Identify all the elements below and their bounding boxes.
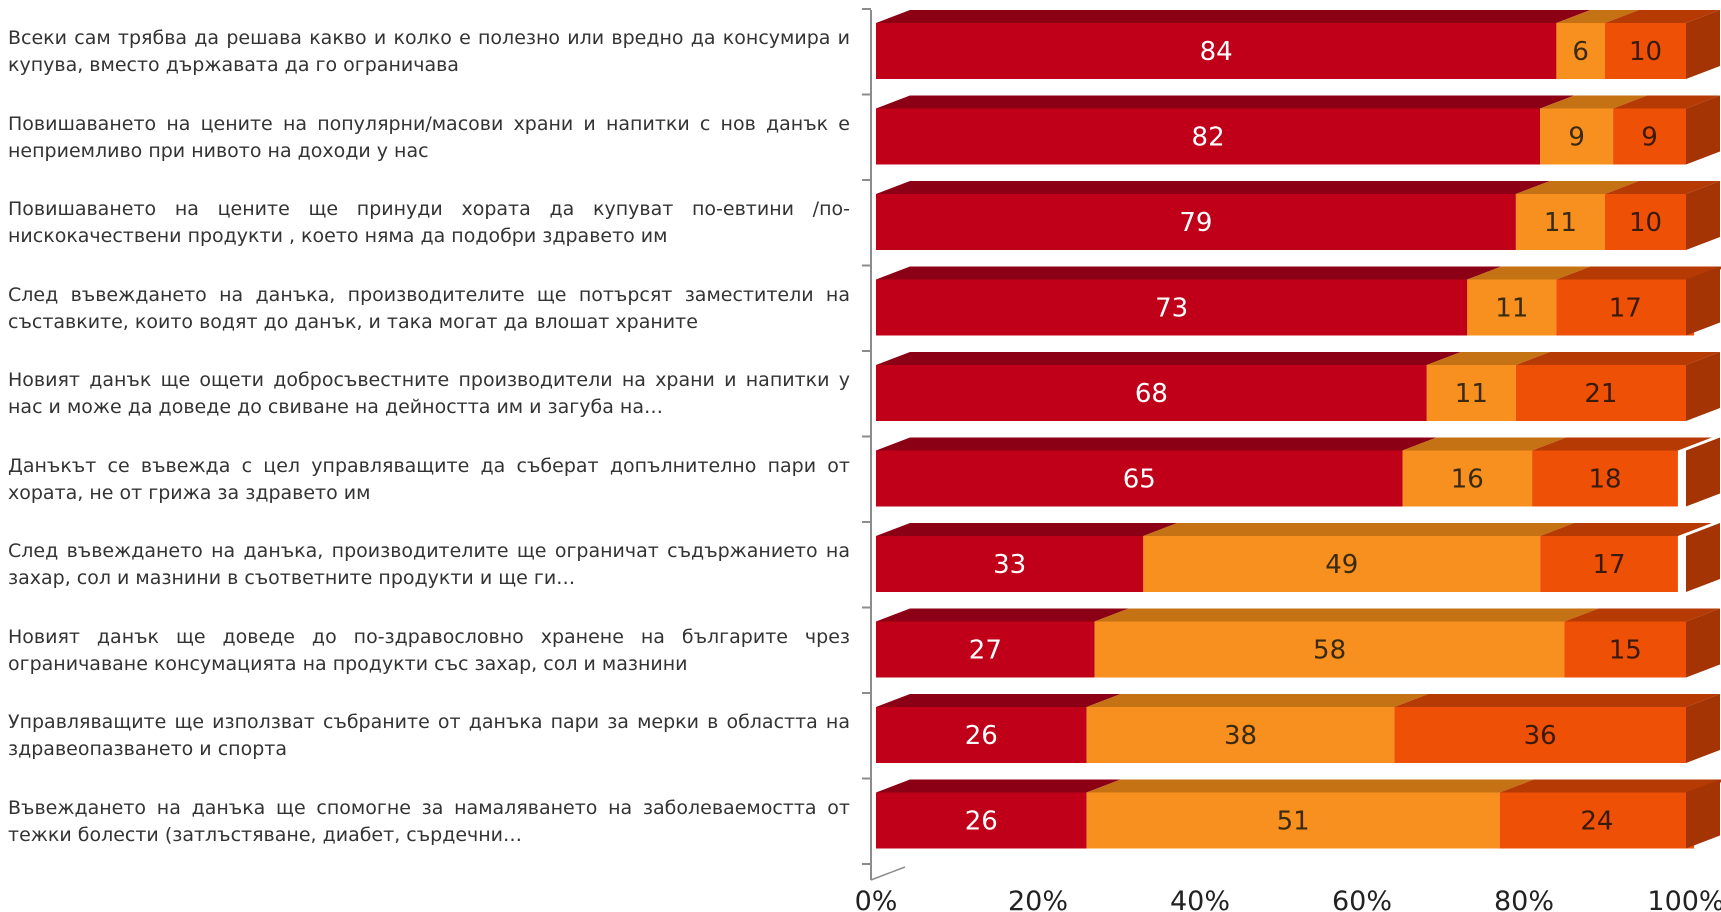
bar-side-face: [1686, 438, 1720, 507]
bar-value-label: 51: [1277, 807, 1310, 837]
bar-value-label: 11: [1455, 379, 1488, 409]
bar-value-label: 26: [965, 807, 998, 837]
bar-value-label: 10: [1629, 37, 1662, 67]
floor-edge: [871, 867, 905, 880]
bar-value-label: 38: [1224, 721, 1257, 751]
bar-side-face: [1686, 523, 1720, 592]
bar-top-face: [1394, 694, 1720, 707]
bar-value-label: 10: [1629, 208, 1662, 238]
x-tick-label: 0%: [855, 886, 898, 912]
bar-value-label: 16: [1451, 465, 1484, 495]
bar-top-face: [876, 96, 1574, 109]
bar-value-label: 58: [1313, 636, 1346, 666]
bar-value-label: 68: [1135, 379, 1168, 409]
bar-top-face: [1095, 609, 1599, 622]
bar-value-label: 21: [1584, 379, 1617, 409]
bar-value-label: 17: [1593, 550, 1626, 580]
bar-value-label: 73: [1155, 294, 1188, 324]
x-tick-label: 80%: [1494, 886, 1554, 912]
x-tick-label: 100%: [1647, 886, 1721, 912]
bar-top-face: [1087, 694, 1429, 707]
bar-value-label: 9: [1641, 123, 1658, 153]
bar-value-label: 27: [969, 636, 1002, 666]
bar-value-label: 36: [1524, 721, 1557, 751]
bar-value-label: 24: [1580, 807, 1613, 837]
x-tick-label: 60%: [1332, 886, 1392, 912]
bar-top-face: [1500, 780, 1721, 793]
bar-top-face: [1087, 780, 1534, 793]
bar-value-label: 33: [993, 550, 1026, 580]
bar-top-face: [876, 780, 1121, 793]
bar-value-label: 79: [1179, 208, 1212, 238]
bar-value-label: 82: [1192, 123, 1225, 153]
bar-top-face: [876, 267, 1501, 280]
bar-top-face: [1143, 523, 1574, 536]
bar-value-label: 11: [1495, 294, 1528, 324]
bar-top-face: [876, 694, 1121, 707]
bar-top-face: [876, 438, 1437, 451]
bar-top-face: [1516, 352, 1720, 365]
bar-top-face: [876, 523, 1177, 536]
bar-top-face: [876, 181, 1550, 194]
bar-top-face: [876, 609, 1129, 622]
bar-value-label: 26: [965, 721, 998, 751]
bar-value-label: 17: [1609, 294, 1642, 324]
x-tick-label: 20%: [1008, 886, 1068, 912]
bar-value-label: 49: [1325, 550, 1358, 580]
bar-value-label: 84: [1200, 37, 1233, 67]
bar-value-label: 9: [1568, 123, 1585, 153]
bar-value-label: 65: [1123, 465, 1156, 495]
x-tick-label: 40%: [1170, 886, 1230, 912]
bar-value-label: 11: [1544, 208, 1577, 238]
bar-value-label: 6: [1572, 37, 1589, 67]
bar-value-label: 15: [1609, 636, 1642, 666]
bar-value-label: 18: [1588, 465, 1621, 495]
bar-top-face: [876, 352, 1461, 365]
bar-top-face: [876, 10, 1590, 23]
